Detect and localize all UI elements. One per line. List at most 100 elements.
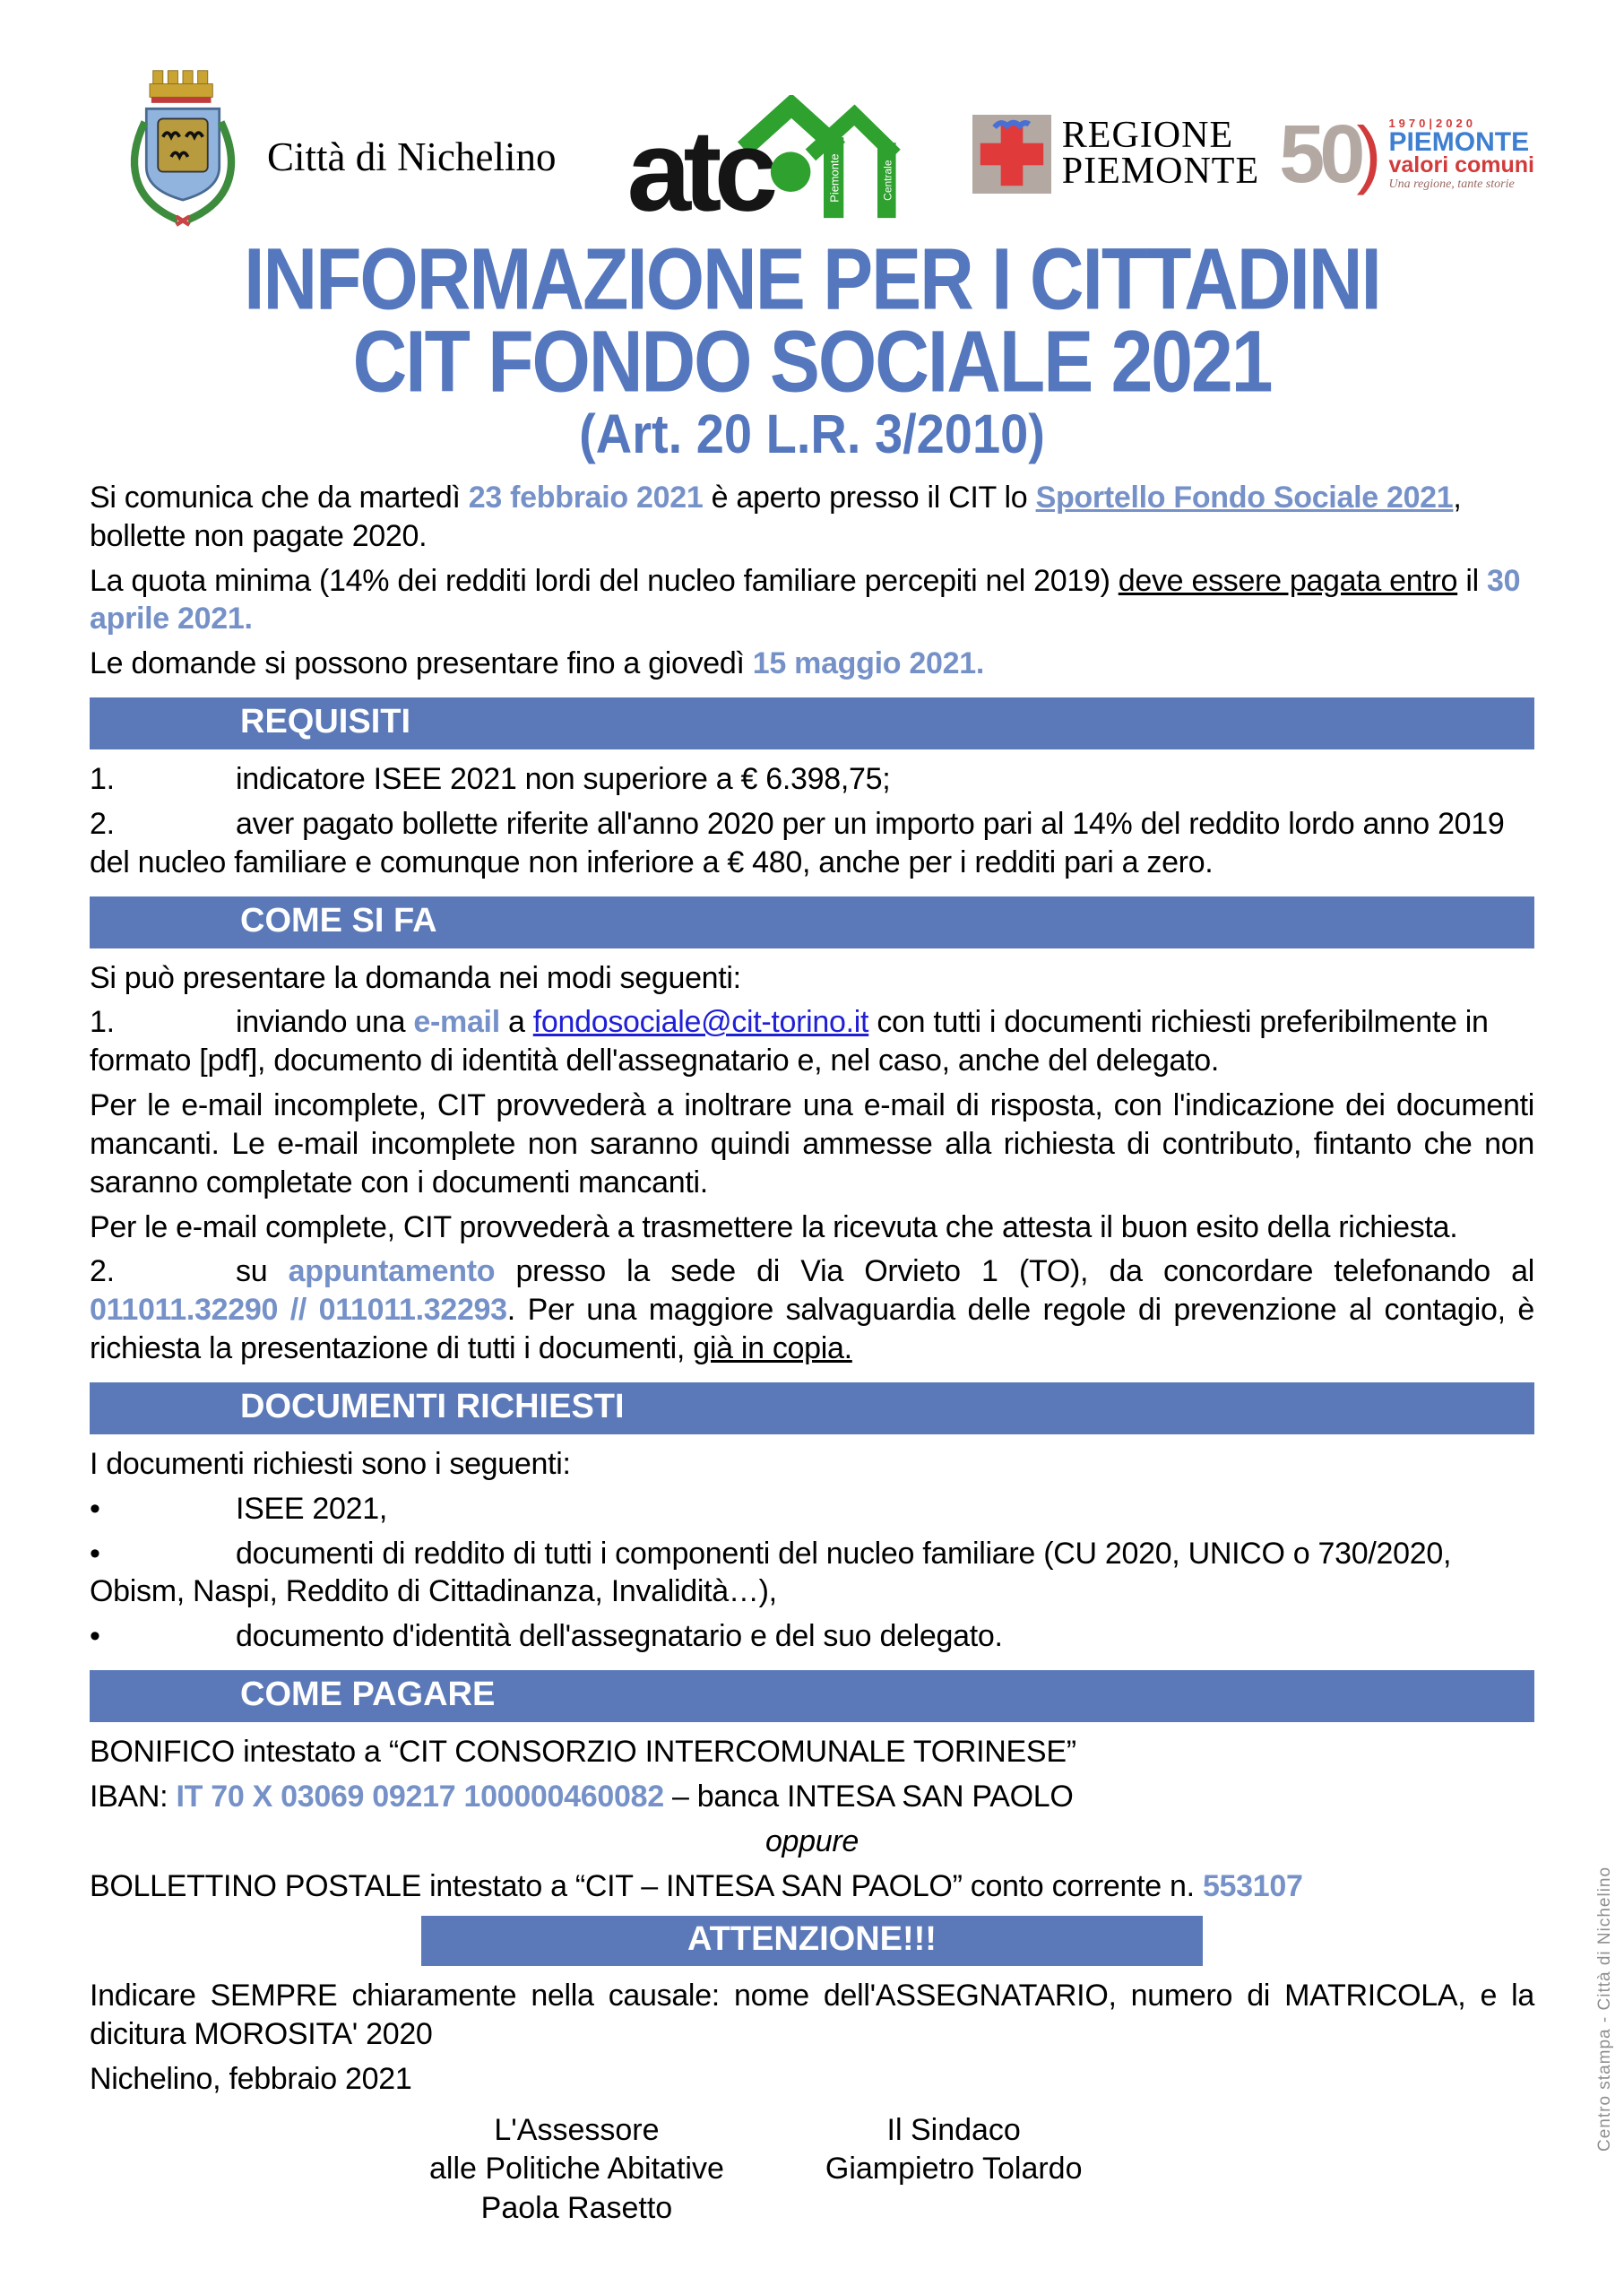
- text-segment: a: [499, 1005, 533, 1040]
- section-heading-come-pagare: COME PAGARE: [240, 1676, 496, 1714]
- come-si-fa-intro: Si può presentare la domanda nei modi se…: [90, 959, 1534, 998]
- text-segment: 553107: [1202, 1868, 1303, 1903]
- text-segment: BOLLETTINO POSTALE intestato a “CIT – IN…: [90, 1868, 1203, 1903]
- signature-assessore-line2: alle Politiche Abitative: [429, 2152, 724, 2187]
- date-line: Nichelino, febbraio 2021: [90, 2061, 412, 2096]
- text-segment: documento d'identità dell'assegnatario e…: [236, 1619, 1003, 1654]
- atc-sub1-text: Piemonte: [827, 153, 841, 202]
- header: Città di Nichelino atc Piemonte Centrale: [0, 0, 1624, 236]
- documenti-bullet-1: • ISEE 2021,: [90, 1490, 1534, 1529]
- intro-paragraph-2: La quota minima (14% dei redditi lordi d…: [90, 562, 1534, 639]
- signature-sindaco-line2: Giampietro Tolardo: [825, 2152, 1083, 2187]
- text-segment: Sportello Fondo Sociale 2021: [1035, 480, 1454, 515]
- text-segment: deve essere pagata entro: [1118, 563, 1458, 598]
- list-marker: •: [90, 1536, 100, 1571]
- section-heading-documenti: DOCUMENTI RICHIESTI: [240, 1387, 625, 1425]
- documenti-intro: I documenti richiesti sono i seguenti:: [90, 1445, 1534, 1484]
- text-segment: su: [236, 1254, 289, 1289]
- nichelino-logo-block: Città di Nichelino: [117, 61, 556, 230]
- requisiti-item-2: 2. aver pagato bollette riferite all'anno…: [90, 805, 1534, 882]
- signature-sindaco-line1: Il Sindaco: [886, 2112, 1021, 2147]
- anniversary-brand: PIEMONTE: [1388, 126, 1530, 157]
- come-pagare-bonifico: BONIFICO intestato a “CIT CONSORZIO INTE…: [90, 1733, 1534, 1771]
- text-segment: il: [1457, 563, 1487, 598]
- section-bar-come-pagare: COME PAGARE: [90, 1670, 1534, 1723]
- text-segment: Si può presentare la domanda nei modi se…: [90, 960, 741, 995]
- anniversary-years: 1970|2020: [1388, 116, 1476, 130]
- text-segment: , bollette non pagate 2020.: [90, 480, 1462, 553]
- text-segment: è aperto presso il CIT lo: [703, 480, 1036, 515]
- attenzione-paragraph: Indicare SEMPRE chiaramente nella causal…: [90, 1977, 1534, 2054]
- regione-line2: PIEMONTE: [1061, 151, 1260, 192]
- list-marker: 2.: [90, 806, 115, 841]
- anniversary-50-logo: 50 ) 1970|2020 PIEMONTE valori comuni Un…: [1279, 108, 1534, 200]
- text-segment: IBAN:: [90, 1779, 177, 1814]
- come-si-fa-item-2: 2. su appuntamento presso la sede di Via …: [90, 1252, 1534, 1367]
- atc-sub2-text: Centrale: [881, 160, 894, 201]
- section-bar-attenzione: ATTENZIONE!!!: [421, 1916, 1203, 1967]
- list-marker: •: [90, 1619, 100, 1654]
- title-line2: CIT FONDO SOCIALE 2021: [352, 312, 1274, 411]
- title-line3: (Art. 20 L.R. 3/2010): [579, 402, 1045, 464]
- come-pagare-oppure: oppure: [764, 1823, 860, 1858]
- section-bar-requisiti: REQUISITI: [90, 697, 1534, 750]
- document-body: Si comunica che da martedì 23 febbraio 2…: [0, 463, 1624, 2228]
- signature-assessore-line3: Paola Rasetto: [480, 2190, 673, 2225]
- regione-line1: REGIONE: [1061, 115, 1234, 157]
- anniversary-subtitle: valori comuni: [1388, 152, 1534, 178]
- text-segment: con tutti i documenti richiesti preferib…: [90, 1005, 1489, 1078]
- text-segment: inviando una: [236, 1005, 414, 1040]
- anniversary-paren-icon: ): [1356, 111, 1382, 196]
- text-segment: indicatore ISEE 2021 non superiore a € 6…: [236, 762, 891, 797]
- regione-label: REGIONE PIEMONTE: [1061, 115, 1260, 192]
- atc-logo-block: atc Piemonte Centrale: [617, 93, 912, 236]
- text-segment: La quota minima (14% dei redditi lordi d…: [90, 563, 1119, 598]
- anniversary-50-number: 50: [1279, 108, 1365, 200]
- text-segment: presso la sede di Via Orvieto 1 (TO), da…: [495, 1254, 1535, 1289]
- come-si-fa-paragraph-3: Per le e-mail complete, CIT provvederà a…: [90, 1208, 1534, 1247]
- signatures: L'Assessore alle Politiche Abitative Pao…: [90, 2111, 1534, 2229]
- regione-cross-icon: [972, 115, 1051, 194]
- print-center-note: Centro stampa - Città di Nichelino: [1595, 1866, 1614, 2152]
- text-segment: IT 70 X 03069 09217 100000460082: [176, 1779, 664, 1814]
- text-segment: 15 maggio 2021.: [752, 646, 984, 681]
- section-heading-come-si-fa: COME SI FA: [240, 901, 437, 940]
- documenti-bullet-3: • documento d'identità dell'assegnatario …: [90, 1617, 1534, 1656]
- text-segment: Si comunica che da martedì: [90, 480, 469, 515]
- text-segment: 30 aprile 2021: [90, 563, 1521, 637]
- text-segment: BONIFICO intestato a “CIT CONSORZIO INTE…: [90, 1735, 1076, 1770]
- signature-assessore-line1: L'Assessore: [494, 2112, 660, 2147]
- title-line1: INFORMAZIONE PER I CITTADINI: [244, 230, 1382, 328]
- text-segment: I documenti richiesti sono i seguenti:: [90, 1446, 571, 1481]
- signature-sindaco: Il Sindaco Giampietro Tolardo: [825, 2111, 1083, 2229]
- atc-text: atc: [626, 108, 774, 230]
- come-si-fa-item-1: 1. inviando una e-mail a fondosociale@cit…: [90, 1003, 1534, 1080]
- intro-paragraph-3: Le domande si possono presentare fino a …: [90, 645, 1534, 683]
- text-segment: ISEE 2021,: [236, 1491, 388, 1526]
- atc-logo-icon: atc Piemonte Centrale: [626, 93, 901, 236]
- section-bar-documenti: DOCUMENTI RICHIESTI: [90, 1381, 1534, 1434]
- signature-assessore: L'Assessore alle Politiche Abitative Pao…: [429, 2111, 724, 2229]
- text-segment: – banca INTESA SAN PAOLO: [663, 1779, 1074, 1814]
- section-bar-come-si-fa: COME SI FA: [90, 896, 1534, 948]
- text-segment: . Per una maggiore salvaguardia delle re…: [90, 1293, 1535, 1366]
- email-link[interactable]: fondosociale@cit-torino.it: [532, 1005, 869, 1040]
- section-heading-attenzione: ATTENZIONE!!!: [687, 1920, 937, 1959]
- text-segment: Per le e-mail incomplete, CIT provvederà…: [90, 1088, 1534, 1199]
- list-marker: 1.: [90, 762, 115, 797]
- list-marker: 1.: [90, 1005, 115, 1040]
- requisiti-item-1: 1. indicatore ISEE 2021 non superiore a €…: [90, 760, 1534, 799]
- documenti-bullet-2: • documenti di reddito di tutti i compone…: [90, 1535, 1534, 1612]
- text-segment: aver pagato bollette riferite all'anno 2…: [90, 806, 1505, 879]
- list-marker: •: [90, 1491, 100, 1526]
- text-segment: Le domande si possono presentare fino a …: [90, 646, 753, 681]
- regione-logo-block: REGIONE PIEMONTE 50 ) 1970|2020 PIEMONTE…: [972, 108, 1534, 200]
- list-marker: 2.: [90, 1254, 115, 1289]
- nichelino-label: Città di Nichelino: [267, 134, 557, 179]
- come-pagare-iban: IBAN: IT 70 X 03069 09217 100000460082 –…: [90, 1778, 1534, 1816]
- text-segment: e-mail: [413, 1005, 500, 1040]
- intro-paragraph-1: Si comunica che da martedì 23 febbraio 2…: [90, 479, 1534, 556]
- text-segment: 23 febbraio 2021: [468, 480, 704, 515]
- text-segment: già in copia.: [693, 1331, 852, 1366]
